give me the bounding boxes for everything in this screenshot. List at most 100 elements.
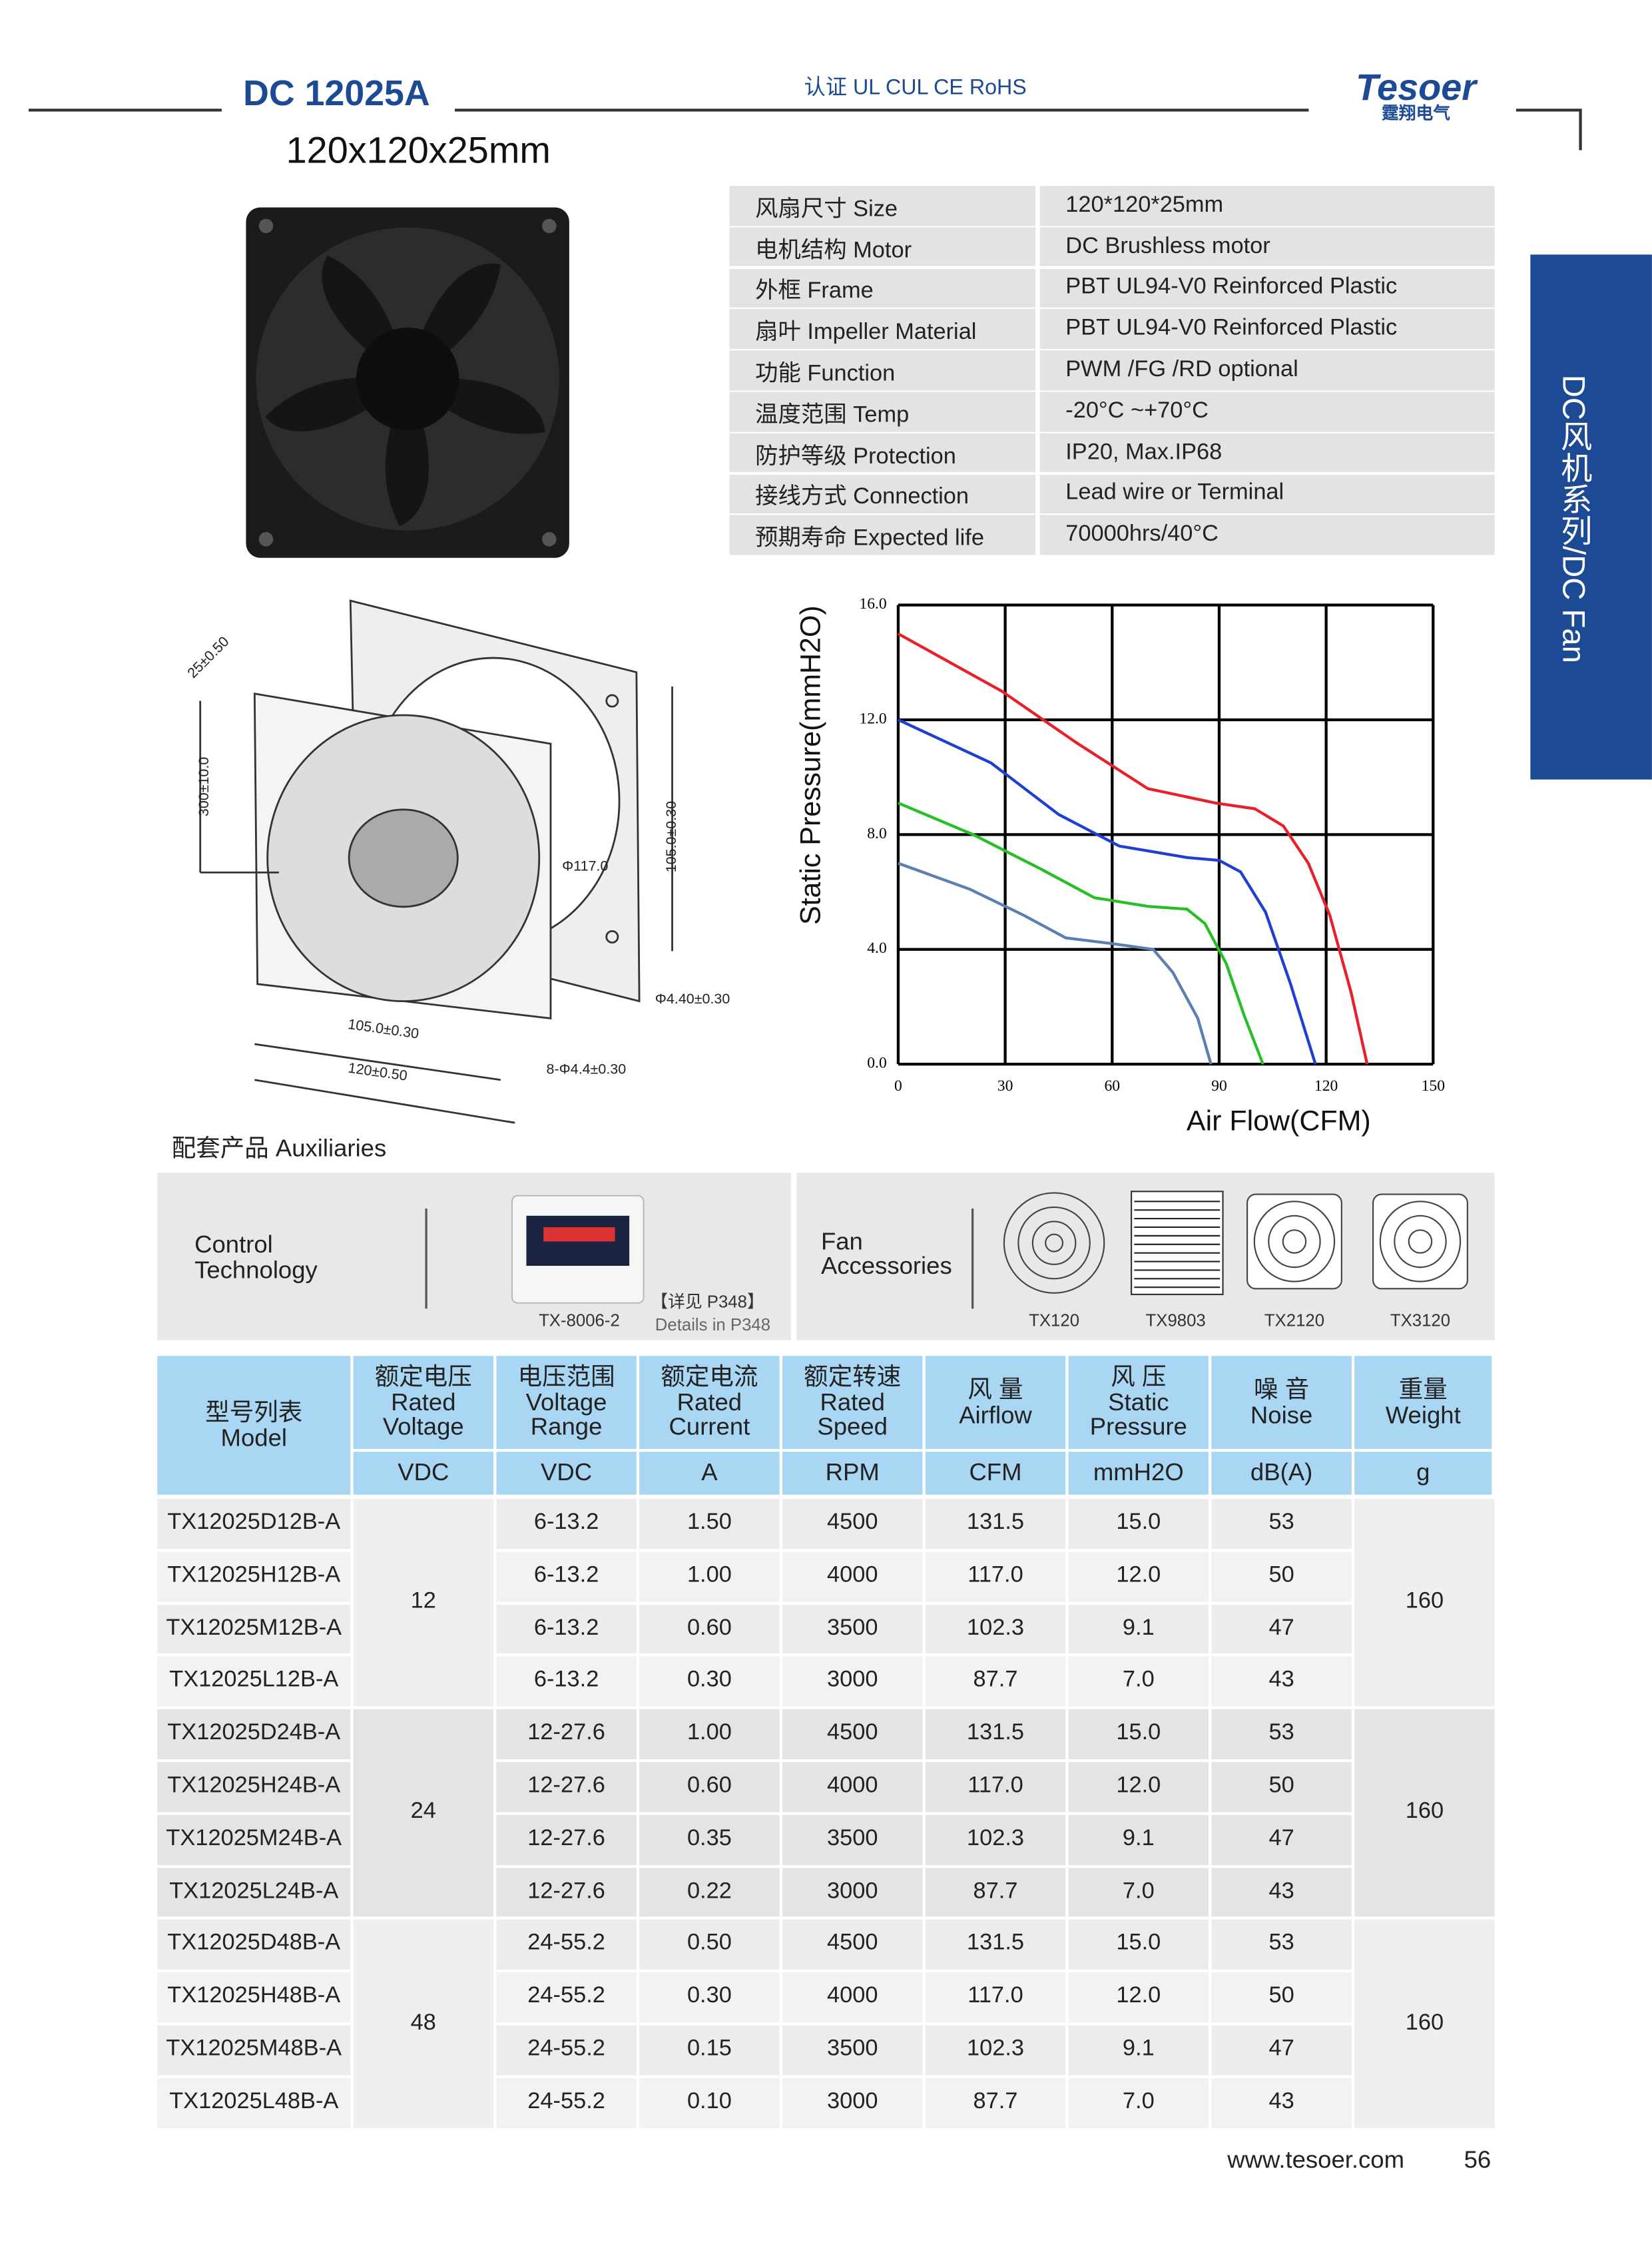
- header-rule: [1515, 109, 1582, 150]
- data-cell: 50: [1211, 1972, 1352, 2023]
- aux-label-line: Technology: [194, 1256, 318, 1283]
- data-cell: 15.0: [1068, 1709, 1209, 1760]
- data-cell: 43: [1211, 1657, 1352, 1707]
- data-cell: 53: [1211, 1709, 1352, 1760]
- header-line: 型号列表: [205, 1398, 303, 1426]
- data-cell: 53: [1211, 1499, 1352, 1549]
- table-unit: CFM: [925, 1452, 1066, 1495]
- model-cell: TX12025D48B-A: [157, 1920, 351, 1970]
- side-tab: [1530, 254, 1652, 780]
- data-cell: 12-27.6: [496, 1815, 637, 1865]
- spec-label: 接线方式 Connection: [729, 474, 1036, 514]
- spec-value: 120*120*25mm: [1039, 186, 1495, 226]
- model-cell: TX12025D12B-A: [157, 1499, 351, 1549]
- spec-label: 防护等级 Protection: [729, 433, 1036, 473]
- data-cell: 1.00: [639, 1709, 780, 1760]
- table-unit: RPM: [782, 1452, 923, 1495]
- spec-value: DC Brushless motor: [1039, 227, 1495, 267]
- data-cell: 12.0: [1068, 1762, 1209, 1813]
- table-header: 重量 Weight: [1354, 1356, 1492, 1449]
- table-unit: A: [639, 1452, 780, 1495]
- curve: [898, 718, 1317, 1065]
- spec-value: 70000hrs/40°C: [1039, 515, 1495, 555]
- header-line: Voltage: [525, 1388, 607, 1416]
- spec-label: 电机结构 Motor: [729, 227, 1036, 267]
- y-tick-label: 4.0: [867, 940, 887, 957]
- data-cell: 50: [1211, 1551, 1352, 1601]
- data-cell: 3500: [782, 1815, 923, 1865]
- spec-value: IP20, Max.IP68: [1039, 433, 1495, 473]
- aux-item: TX3120: [1390, 1312, 1450, 1330]
- voltage-cell: 48: [353, 1920, 494, 2128]
- dimension-label: 105.0±0.30: [347, 1016, 420, 1042]
- spec-value: Lead wire or Terminal: [1039, 474, 1495, 514]
- data-cell: 43: [1211, 1867, 1352, 1918]
- header-line: Voltage: [382, 1414, 464, 1441]
- y-tick-label: 16.0: [859, 595, 886, 613]
- data-cell: 12-27.6: [496, 1709, 637, 1760]
- certification: 认证 UL CUL CE RoHS: [804, 75, 1027, 99]
- controller-photo: [511, 1195, 645, 1304]
- aux-label-line: Fan: [821, 1227, 863, 1255]
- y-axis-label: Static Pressure(mmH2O): [794, 605, 826, 925]
- data-cell: 3500: [782, 1604, 923, 1654]
- data-cell: 24-55.2: [496, 1972, 637, 2023]
- header-line: Rated: [820, 1388, 885, 1416]
- dimension-label: 25±0.50: [184, 633, 232, 681]
- model-cell: TX12025H48B-A: [157, 1972, 351, 2023]
- data-cell: 0.10: [639, 2078, 780, 2128]
- data-cell: 0.60: [639, 1604, 780, 1654]
- table-header: 电压范围 Voltage Range: [496, 1356, 637, 1449]
- data-cell: 47: [1211, 1815, 1352, 1865]
- data-cell: 0.60: [639, 1762, 780, 1813]
- section-title: 配套产品 Auxiliaries: [172, 1135, 386, 1162]
- data-cell: 102.3: [925, 2025, 1066, 2076]
- aux-item: TX120: [1029, 1312, 1079, 1330]
- data-cell: 1.00: [639, 1551, 780, 1601]
- curve: [898, 862, 1213, 1065]
- header-line: Weight: [1385, 1400, 1461, 1428]
- dimension-label: Φ117.0: [562, 858, 608, 874]
- data-cell: 12.0: [1068, 1551, 1209, 1601]
- header-line: 重量: [1398, 1375, 1448, 1403]
- spec-value: -20°C ~+70°C: [1039, 392, 1495, 431]
- data-cell: 24-55.2: [496, 1920, 637, 1970]
- aux-item: TX9803: [1146, 1312, 1206, 1330]
- voltage-cell: 24: [353, 1709, 494, 1918]
- data-cell: 12.0: [1068, 1972, 1209, 2023]
- x-tick-label: 150: [1422, 1077, 1445, 1095]
- data-cell: 117.0: [925, 1551, 1066, 1601]
- data-cell: 102.3: [925, 1815, 1066, 1865]
- table-header: 型号列表 Model: [157, 1356, 351, 1495]
- aux-label: Fan Accessories: [821, 1227, 952, 1279]
- spec-value: PBT UL94-V0 Reinforced Plastic: [1039, 309, 1495, 350]
- aux-item: TX2120: [1264, 1312, 1324, 1330]
- header-line: 噪 音: [1253, 1375, 1310, 1403]
- header-line: 额定电流: [661, 1362, 758, 1390]
- table-unit: mmH2O: [1068, 1452, 1209, 1495]
- data-cell: 117.0: [925, 1972, 1066, 2023]
- model-cell: TX12025M24B-A: [157, 1815, 351, 1865]
- dimension-label: 8-Φ4.4±0.30: [547, 1061, 627, 1077]
- data-cell: 24-55.2: [496, 2078, 637, 2128]
- data-cell: 24-55.2: [496, 2025, 637, 2076]
- data-cell: 131.5: [925, 1709, 1066, 1760]
- header-line: Static: [1108, 1388, 1169, 1416]
- model-cell: TX12025L12B-A: [157, 1657, 351, 1707]
- spec-label: 扇叶 Impeller Material: [729, 309, 1036, 350]
- y-tick-label: 8.0: [867, 825, 887, 842]
- data-cell: 9.1: [1068, 1815, 1209, 1865]
- data-cell: 6-13.2: [496, 1604, 637, 1654]
- data-cell: 0.35: [639, 1815, 780, 1865]
- model-cell: TX12025L48B-A: [157, 2078, 351, 2128]
- header-line: 风 量: [967, 1375, 1023, 1403]
- aux-label-line: Control: [194, 1231, 273, 1258]
- aux-note: 【详见 P348】: [651, 1292, 764, 1312]
- model-cell: TX12025H12B-A: [157, 1551, 351, 1601]
- data-cell: 6-13.2: [496, 1499, 637, 1549]
- data-cell: 4000: [782, 1551, 923, 1601]
- accessory-images: [1003, 1191, 1468, 1296]
- voltage-cell: 12: [353, 1499, 494, 1707]
- header-line: Speed: [817, 1414, 888, 1441]
- spec-label: 温度范围 Temp: [729, 392, 1036, 431]
